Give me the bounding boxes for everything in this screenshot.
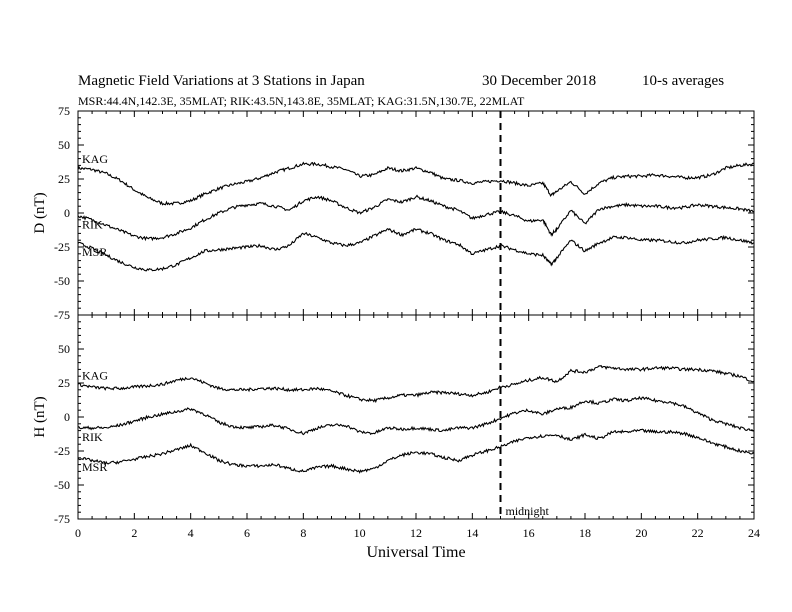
y-axis-label: D (nT) — [32, 192, 48, 233]
x-tick-label: 24 — [748, 526, 760, 540]
y-tick-label: -50 — [54, 274, 70, 288]
series-label-msr: MSR — [82, 460, 107, 474]
x-tick-label: 6 — [244, 526, 250, 540]
series-line-kag — [77, 161, 755, 206]
y-tick-label: -25 — [54, 240, 70, 254]
panel-d: -75 -50 -25 0 25 50 75 D (nT) KAG RIK MSR — [32, 104, 755, 322]
panel-frame — [77, 314, 755, 520]
x-tick-label: 8 — [300, 526, 306, 540]
y-tick-label: 0 — [64, 410, 70, 424]
stations-subtitle: MSR:44.4N,142.3E, 35MLAT; RIK:43.5N,143.… — [78, 94, 525, 108]
series-label-rik: RIK — [82, 430, 103, 444]
panel-frame — [77, 110, 755, 316]
chart-date: 30 December 2018 — [482, 73, 597, 89]
series-label-kag: KAG — [82, 152, 108, 166]
x-tick-label: 14 — [466, 526, 478, 540]
y-tick-label: 25 — [58, 376, 70, 390]
series-line-rik — [77, 395, 755, 436]
series-label-rik: RIK — [82, 218, 103, 232]
y-tick-label: -25 — [54, 444, 70, 458]
x-tick-label: 12 — [410, 526, 422, 540]
x-tick-label: 22 — [692, 526, 704, 540]
midnight-label: midnight — [506, 504, 550, 518]
y-tick-label: -75 — [54, 308, 70, 322]
x-tick-label: 0 — [75, 526, 81, 540]
x-tick-label: 4 — [188, 526, 194, 540]
x-tick-label: 16 — [523, 526, 535, 540]
series-line-msr — [77, 428, 755, 474]
series-label-msr: MSR — [82, 245, 107, 259]
x-tick-label: 10 — [354, 526, 366, 540]
y-tick-label: 50 — [58, 138, 70, 152]
chart-title: Magnetic Field Variations at 3 Stations … — [78, 73, 365, 89]
x-tick-label: 2 — [131, 526, 137, 540]
x-axis-label: Universal Time — [366, 544, 465, 561]
y-tick-label: 50 — [58, 342, 70, 356]
y-tick-label: 0 — [64, 206, 70, 220]
y-axis-label: H (nT) — [32, 396, 48, 437]
averaging-label: 10-s averages — [642, 73, 725, 89]
series-line-msr — [77, 227, 755, 272]
y-tick-label: -50 — [54, 478, 70, 492]
x-tick-label: 18 — [579, 526, 591, 540]
y-tick-label: -75 — [54, 512, 70, 526]
x-tick-label: 20 — [635, 526, 647, 540]
y-tick-label: 25 — [58, 172, 70, 186]
series-label-kag: KAG — [82, 368, 108, 382]
series-line-kag — [77, 364, 754, 404]
y-tick-label: 75 — [58, 104, 70, 118]
series-line-rik — [77, 194, 755, 242]
